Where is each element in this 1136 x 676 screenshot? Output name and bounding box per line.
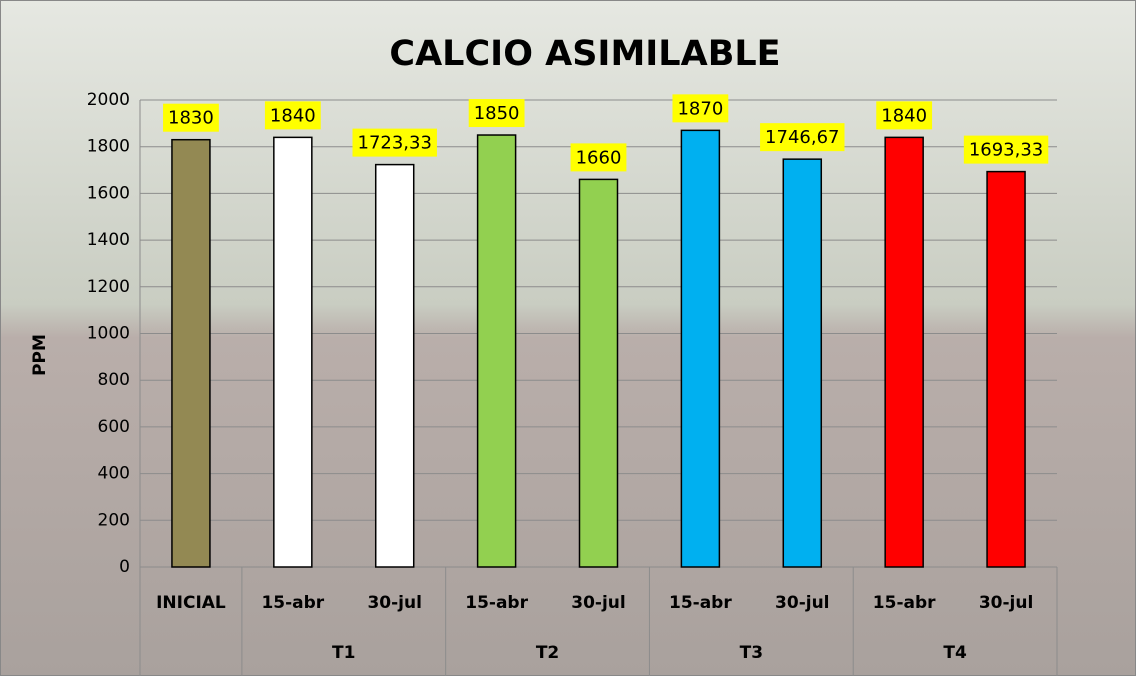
value-label-bg — [760, 123, 845, 152]
value-label: 1850 — [474, 103, 520, 124]
x-tick-label: 30-jul — [367, 593, 421, 613]
x-tick-label: INICIAL — [156, 593, 226, 613]
x-tick-label: 30-jul — [979, 593, 1033, 613]
y-tick-label: 200 — [98, 510, 130, 530]
y-tick-label: 1000 — [87, 324, 130, 344]
value-label: 1746,67 — [765, 127, 839, 148]
group-label: T3 — [740, 643, 763, 663]
x-tick-label: 30-jul — [571, 593, 625, 613]
bar — [782, 158, 823, 568]
bar — [273, 136, 313, 568]
group-label: T4 — [943, 643, 967, 663]
y-tick-label: 0 — [119, 557, 130, 577]
value-label-bg — [963, 135, 1049, 164]
bar — [171, 138, 211, 568]
bar — [476, 134, 517, 568]
y-tick-label: 1800 — [87, 137, 130, 157]
value-label: 1870 — [677, 98, 723, 119]
x-tick-label: 15-abr — [465, 593, 528, 613]
value-label: 1840 — [881, 105, 927, 126]
y-tick-label: 800 — [98, 370, 130, 390]
y-tick-label: 1600 — [87, 183, 130, 203]
chart-title: CALCIO ASIMILABLE — [389, 34, 780, 74]
x-tick-label: 15-abr — [669, 593, 732, 613]
y-axis-label: PPM — [30, 334, 50, 376]
y-tick-label: 400 — [98, 464, 130, 484]
value-label: 1840 — [270, 105, 316, 126]
bar — [680, 129, 721, 568]
value-label-bg — [352, 128, 437, 157]
y-tick-label: 1400 — [87, 230, 130, 250]
bar — [374, 163, 415, 568]
x-tick-label: 30-jul — [775, 593, 829, 613]
value-label: 1693,33 — [969, 140, 1043, 161]
value-label-bg — [264, 101, 321, 130]
value-label: 1723,33 — [358, 133, 432, 154]
bar — [884, 136, 924, 568]
bar — [578, 178, 619, 568]
x-tick-label: 15-abr — [873, 593, 936, 613]
y-tick-label: 600 — [98, 417, 130, 437]
y-tick-label: 2000 — [87, 90, 130, 110]
value-label-bg — [876, 101, 933, 130]
value-label-bg — [163, 103, 219, 132]
value-label: 1830 — [168, 108, 214, 129]
value-label: 1660 — [576, 147, 622, 168]
value-label-bg — [672, 94, 729, 123]
group-label: T2 — [536, 643, 559, 663]
value-label-bg — [468, 99, 525, 128]
group-label: T1 — [332, 643, 355, 663]
value-label-bg — [570, 143, 627, 172]
bar — [986, 170, 1026, 568]
y-tick-label: 1200 — [87, 277, 130, 297]
x-tick-label: 15-abr — [261, 593, 324, 613]
